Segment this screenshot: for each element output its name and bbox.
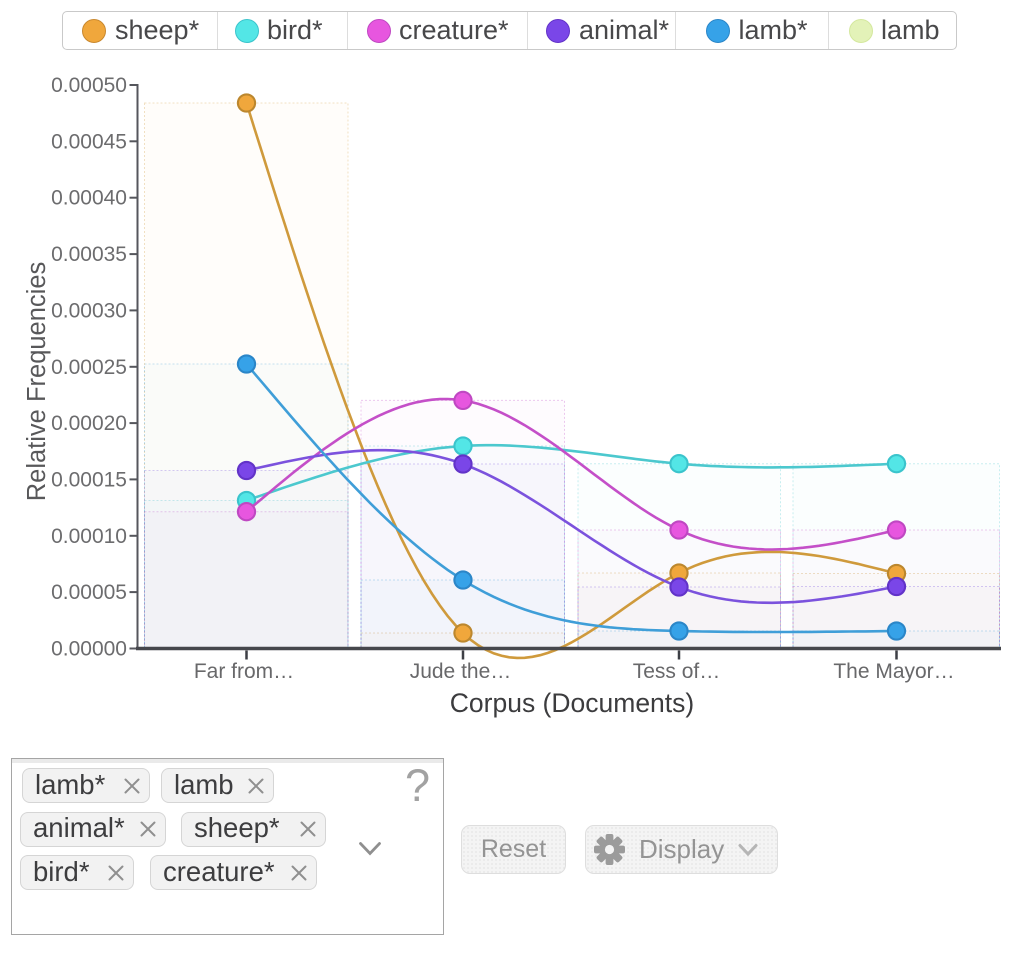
svg-text:Tess of…: Tess of… <box>633 660 721 683</box>
svg-text:The Mayor…: The Mayor… <box>833 660 954 683</box>
svg-text:0.00040: 0.00040 <box>51 187 127 210</box>
svg-text:0.00025: 0.00025 <box>51 356 127 379</box>
svg-text:Far from…: Far from… <box>194 660 294 683</box>
svg-text:0.00010: 0.00010 <box>51 525 127 548</box>
svg-text:0.00005: 0.00005 <box>51 581 127 604</box>
svg-text:0.00015: 0.00015 <box>51 468 127 491</box>
svg-text:Jude the…: Jude the… <box>410 660 512 683</box>
svg-text:0.00030: 0.00030 <box>51 299 127 322</box>
svg-text:0.00050: 0.00050 <box>51 74 127 97</box>
svg-text:0.00000: 0.00000 <box>51 638 127 661</box>
svg-text:0.00020: 0.00020 <box>51 412 127 435</box>
svg-text:0.00035: 0.00035 <box>51 243 127 266</box>
svg-text:Relative Frequencies: Relative Frequencies <box>23 262 51 502</box>
svg-text:Corpus (Documents): Corpus (Documents) <box>450 688 694 718</box>
svg-text:0.00045: 0.00045 <box>51 130 127 153</box>
